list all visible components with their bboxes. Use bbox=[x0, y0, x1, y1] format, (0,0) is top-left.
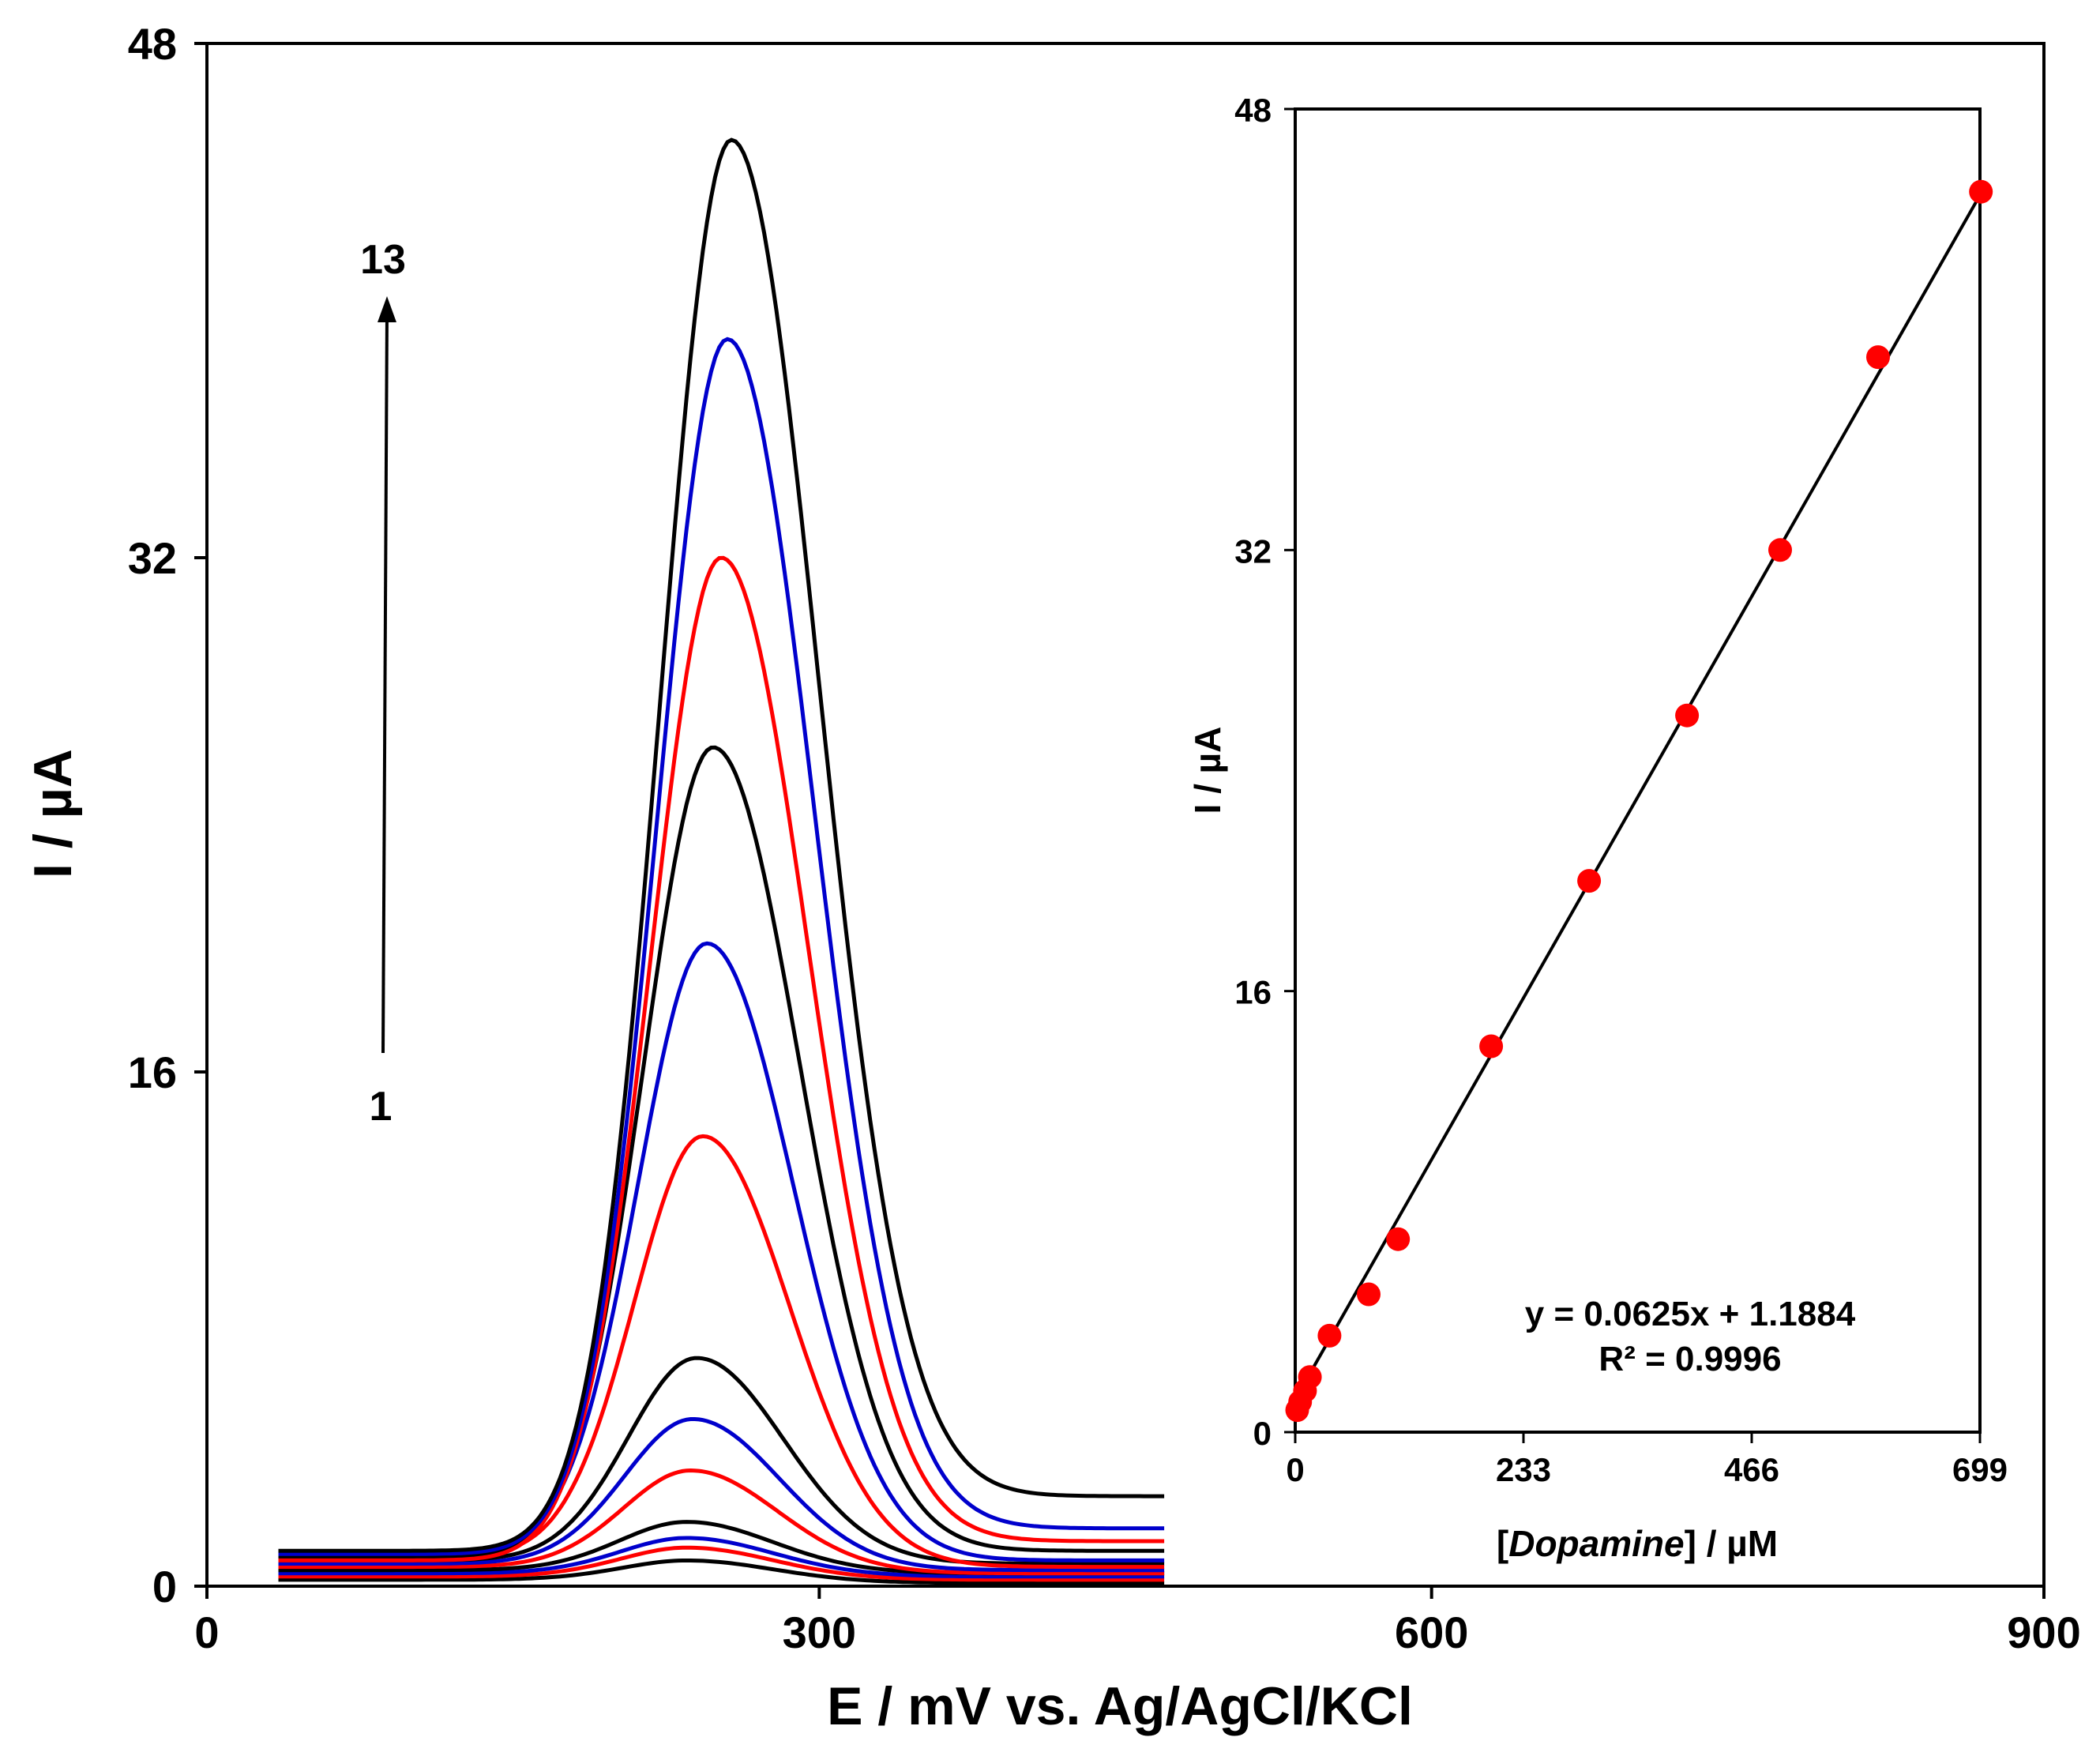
inset-points bbox=[1285, 179, 1993, 1423]
inset-x-axis-title: [Dopamine] / µM bbox=[1497, 1523, 1778, 1564]
main-curves bbox=[278, 137, 1165, 1585]
calibration-point bbox=[1969, 179, 1993, 204]
inset-y-tick-label: 48 bbox=[1234, 92, 1272, 129]
calibration-point bbox=[1675, 703, 1700, 728]
main-x-tick-label: 0 bbox=[194, 1608, 219, 1657]
inset-fit-line bbox=[1294, 192, 1982, 1401]
calibration-point bbox=[1768, 538, 1792, 562]
main-y-tick-label: 48 bbox=[128, 19, 177, 69]
curve-label-end: 13 bbox=[360, 237, 406, 283]
voltammogram-curve-1 bbox=[278, 1559, 1165, 1585]
inset-x-tick-label: 466 bbox=[1724, 1451, 1779, 1488]
voltammogram-curve-2 bbox=[278, 1545, 1165, 1582]
voltammogram-curve-12 bbox=[278, 337, 1165, 1556]
inset-plot-frame bbox=[1294, 107, 1982, 1434]
inset-y-tick-label: 32 bbox=[1234, 532, 1272, 570]
calibration-point bbox=[1866, 345, 1890, 370]
voltammogram-curve-6 bbox=[278, 1417, 1165, 1573]
inset-y-ticks: 0 16 32 48 bbox=[1234, 92, 1295, 1452]
main-y-tick-label: 32 bbox=[128, 533, 177, 583]
voltammogram-curve-13 bbox=[278, 137, 1165, 1553]
inset-x-ticks: 0 233 466 699 bbox=[1286, 1432, 2008, 1488]
arrow-head-icon bbox=[378, 296, 396, 322]
inset-x-title-suffix: ] / µM bbox=[1685, 1523, 1778, 1564]
voltammogram-curve-7 bbox=[278, 1356, 1165, 1566]
main-x-tick-label: 600 bbox=[1395, 1608, 1468, 1657]
inset-y-tick-label: 16 bbox=[1234, 974, 1272, 1011]
calibration-point bbox=[1298, 1365, 1322, 1389]
voltammogram-curve-9 bbox=[278, 941, 1165, 1562]
calibration-point bbox=[1386, 1227, 1411, 1251]
inset-equation: y = 0.0625x + 1.1884 bbox=[1525, 1295, 1856, 1333]
main-y-tick-label: 16 bbox=[128, 1047, 177, 1097]
curve-label-start: 1 bbox=[370, 1084, 393, 1130]
calibration-point bbox=[1317, 1323, 1342, 1348]
inset-x-title-prefix: [ bbox=[1497, 1523, 1508, 1564]
main-x-axis-title: E / mV vs. Ag/AgCl/KCl bbox=[827, 1676, 1413, 1736]
inset-x-tick-label: 699 bbox=[1952, 1451, 2008, 1488]
main-x-ticks: 0 300 600 900 bbox=[194, 1586, 2081, 1657]
inset-x-tick-label: 233 bbox=[1496, 1451, 1551, 1488]
voltammogram-curve-3 bbox=[278, 1536, 1165, 1579]
inset-y-axis-title: I / µA bbox=[1187, 727, 1228, 814]
main-y-axis-title: I / µA bbox=[23, 749, 83, 878]
calibration-point bbox=[1577, 869, 1602, 893]
main-y-ticks: 0 16 32 48 bbox=[128, 19, 207, 1611]
inset-x-tick-label: 0 bbox=[1286, 1451, 1304, 1488]
voltammogram-curve-10 bbox=[278, 745, 1165, 1559]
voltammogram-curve-11 bbox=[278, 555, 1165, 1562]
calibration-point bbox=[1479, 1034, 1504, 1059]
inset-y-tick-label: 0 bbox=[1253, 1415, 1272, 1452]
voltammogram-curve-8 bbox=[278, 1134, 1165, 1570]
main-y-tick-label: 0 bbox=[152, 1562, 177, 1611]
increase-arrow bbox=[381, 311, 389, 1054]
main-x-tick-label: 300 bbox=[783, 1608, 856, 1657]
voltammogram-curve-5 bbox=[278, 1468, 1165, 1576]
main-plot-frame bbox=[205, 42, 2046, 1588]
calibration-point bbox=[1357, 1282, 1381, 1307]
inset-x-title-italic: Dopamine bbox=[1508, 1523, 1684, 1564]
inset-r-squared: R² = 0.9996 bbox=[1598, 1340, 1781, 1378]
main-x-tick-label: 900 bbox=[2007, 1608, 2080, 1657]
